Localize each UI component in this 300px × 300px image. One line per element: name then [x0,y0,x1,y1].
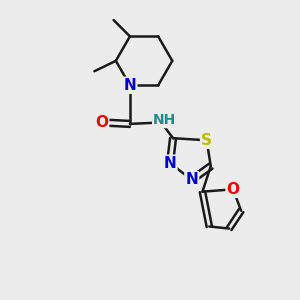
Text: N: N [124,78,136,93]
Text: N: N [164,156,176,171]
Text: O: O [226,182,240,197]
Text: O: O [95,115,108,130]
Text: S: S [201,133,212,148]
Text: N: N [185,172,198,187]
Text: NH: NH [153,113,176,127]
